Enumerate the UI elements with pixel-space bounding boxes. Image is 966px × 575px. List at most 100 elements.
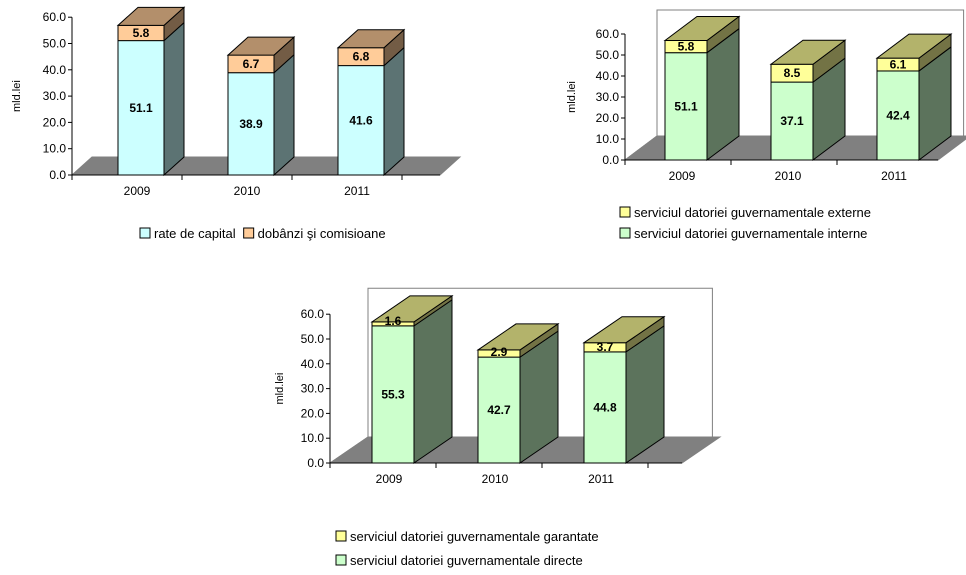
bar-segment-side (163, 21, 185, 177)
x-tick-label: 2010 (775, 169, 802, 183)
x-tick-label: 2011 (588, 472, 614, 486)
bar-group-2009: 51.1 5.8 (116, 6, 186, 177)
data-label: 6.8 (353, 50, 370, 64)
bar-top (370, 295, 454, 323)
x-tick-label: 2011 (881, 169, 907, 183)
bar-segment-front (337, 65, 385, 176)
legend-swatch (335, 530, 347, 542)
y-tick-label: 50.0 (301, 332, 325, 346)
data-label: 42.4 (886, 108, 910, 122)
legend: rate de capital dobânzi şi comisioane (139, 226, 386, 241)
data-label: 51.1 (674, 99, 698, 113)
data-label: 37.1 (780, 114, 804, 128)
x-tick-label: 2009 (124, 184, 151, 198)
bar-segment-side (383, 46, 405, 177)
data-label: 41.6 (349, 113, 373, 127)
y-tick-label: 50.0 (43, 37, 67, 51)
y-axis-label: mld.lei (11, 80, 23, 112)
y-tick-label: 10.0 (43, 142, 67, 156)
bar-top (226, 36, 296, 56)
bar-segment-front (477, 356, 521, 464)
y-tick-label: 30.0 (43, 89, 67, 103)
bar-group-2010: 42.7 2.9 (476, 322, 560, 464)
y-tick-label: 50.0 (596, 48, 620, 62)
data-label: 2.9 (491, 345, 508, 359)
x-tick-label: 2009 (376, 472, 403, 486)
bar-top (476, 323, 560, 351)
y-tick-label: 60.0 (596, 27, 620, 41)
legend-swatch (619, 227, 631, 239)
x-tick-label: 2009 (669, 169, 696, 183)
y-tick-label: 40.0 (301, 357, 325, 371)
data-label: 8.5 (784, 66, 801, 80)
y-tick-label: 10.0 (301, 431, 325, 445)
y-tick-label: 40.0 (43, 63, 67, 77)
legend-label: serviciul datoriei guvernamentale direct… (350, 553, 583, 568)
y-tick-label: 40.0 (596, 69, 620, 83)
data-label: 5.8 (133, 26, 150, 40)
data-label: 3.7 (597, 340, 614, 354)
bar-top (582, 316, 666, 344)
y-tick-label: 20.0 (43, 115, 67, 129)
bar-group-2009: 55.3 1.6 (370, 294, 454, 464)
bar-group-2011: 42.4 6.1 (875, 33, 953, 161)
legend-swatch (335, 554, 347, 566)
data-label: 38.9 (239, 117, 263, 131)
y-tick-label: 10.0 (596, 132, 620, 146)
bar-top (116, 6, 186, 26)
data-label: 42.7 (487, 403, 511, 417)
bar-group-2011: 41.6 6.8 (336, 28, 406, 177)
bar-segment-front (117, 40, 165, 176)
y-tick-label: 20.0 (301, 406, 325, 420)
bar-segment-front (770, 81, 814, 161)
legend-label: dobânzi şi comisioane (258, 226, 386, 241)
x-tick-label: 2010 (482, 472, 509, 486)
chart-1: 0.0 10.0 20.0 30.0 40.0 50.0 60.0 mld.lei 51.1 5.… (11, 6, 462, 241)
y-tick-label: 0.0 (307, 456, 324, 470)
y-tick-label: 20.0 (596, 111, 620, 125)
bar-segment-front (583, 351, 627, 464)
legend: serviciul datoriei guvernamentale garant… (335, 529, 599, 568)
bar-segment-front (876, 70, 920, 161)
bar-group-2009: 51.1 5.8 (663, 15, 741, 161)
data-label: 6.1 (890, 58, 907, 72)
y-axis-label: mld.lei (274, 373, 286, 405)
bar-segment-side (413, 298, 453, 464)
y-tick-label: 30.0 (596, 90, 620, 104)
data-label: 1.6 (385, 314, 402, 328)
data-label: 6.7 (243, 57, 260, 71)
y-tick-label: 60.0 (301, 307, 325, 321)
chart-2: 0.0 10.0 20.0 30.0 40.0 50.0 60.0 mld.lei 51.1 5.… (566, 9, 966, 241)
y-tick-label: 60.0 (43, 10, 67, 24)
bar-top (875, 33, 953, 59)
y-axis-label: mld.lei (566, 81, 578, 113)
data-label: 55.3 (381, 387, 405, 401)
x-tick-label: 2011 (344, 184, 370, 198)
legend-label: serviciul datoriei guvernamentale garant… (350, 529, 599, 544)
x-tick-label: 2010 (234, 184, 261, 198)
legend-label: rate de capital (154, 226, 236, 241)
chart-3: 0.0 10.0 20.0 30.0 40.0 50.0 60.0 mld.lei 55.3 1.… (274, 287, 722, 568)
bar-segment-front (227, 72, 275, 176)
legend: serviciul datoriei guvernamentale extern… (619, 205, 871, 241)
bar-top (663, 16, 741, 42)
y-tick-label: 30.0 (301, 382, 325, 396)
legend-swatch (243, 227, 255, 239)
data-label: 44.8 (593, 400, 617, 414)
bar-top (336, 29, 406, 49)
bar-group-2011: 44.8 3.7 (582, 315, 666, 464)
legend-label: serviciul datoriei guvernamentale intern… (634, 226, 867, 241)
bar-top (769, 39, 847, 65)
legend-label: serviciul datoriei guvernamentale extern… (634, 205, 871, 220)
bar-group-2010: 37.1 8.5 (769, 39, 847, 161)
bar-segment-side (273, 53, 295, 177)
y-tick-label: 0.0 (602, 153, 619, 167)
bar-group-2010: 38.9 6.7 (226, 35, 296, 177)
legend-swatch (139, 227, 151, 239)
legend-swatch (619, 206, 631, 218)
bar-segment-front (664, 52, 708, 161)
y-tick-label: 0.0 (49, 168, 66, 182)
data-label: 5.8 (678, 40, 695, 54)
data-label: 51.1 (129, 101, 153, 115)
